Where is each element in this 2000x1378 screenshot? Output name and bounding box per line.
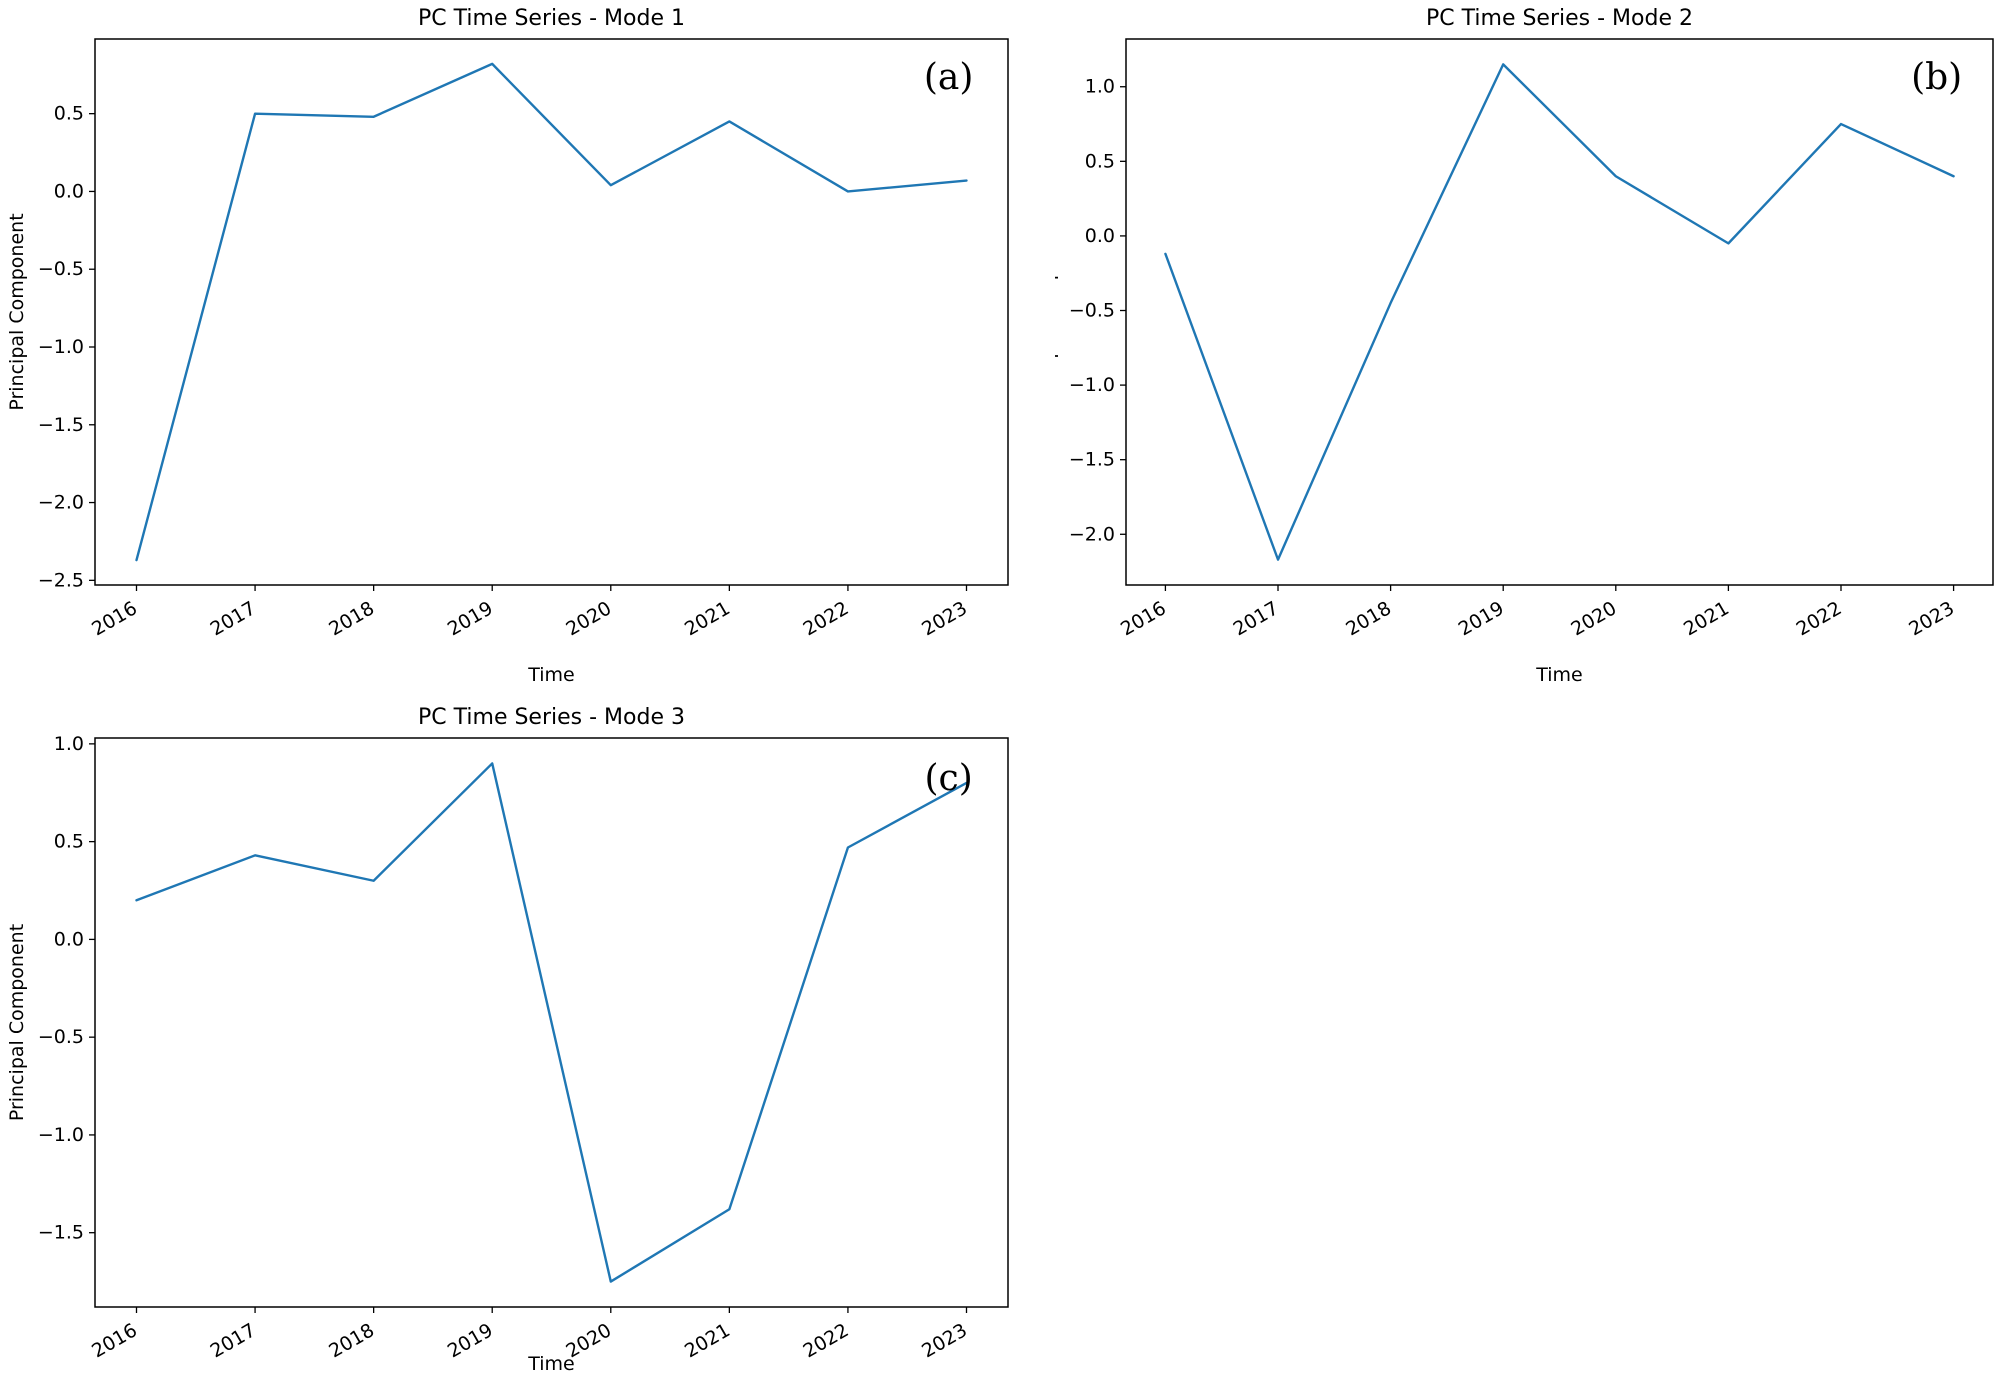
y-axis-label: Principal Component bbox=[1055, 213, 1059, 410]
subplot-mode-1: 0.5 0.0 −0.5 −1.0 −1.5 −2.0 −2.5 2016 2017 2018 20… bbox=[0, 0, 1012, 689]
x-tick-label: 2019 bbox=[1455, 597, 1508, 640]
x-tick-label: 2019 bbox=[444, 597, 497, 640]
x-tick-label: 2016 bbox=[88, 597, 141, 640]
x-axis-label: Time bbox=[527, 1353, 575, 1375]
y-axis-label: Principal Component bbox=[6, 213, 28, 410]
chart-title: PC Time Series - Mode 1 bbox=[418, 6, 685, 31]
x-tick-label: 2017 bbox=[207, 1319, 260, 1362]
y-tick-label: 0.5 bbox=[54, 831, 84, 853]
subplot-mode-2: 1.0 0.5 0.0 −0.5 −1.0 −1.5 −2.0 2016 2017 2018 201… bbox=[1055, 0, 2000, 689]
panel-annotation: (c) bbox=[925, 758, 973, 799]
y-tick-label: −2.5 bbox=[38, 569, 84, 591]
x-tick-label: 2018 bbox=[325, 1319, 378, 1362]
pc-line-series bbox=[135, 62, 968, 562]
y-tick-label: −2.0 bbox=[38, 492, 84, 514]
y-tick-label: −0.5 bbox=[38, 258, 84, 280]
y-tick-label: 0.0 bbox=[1085, 225, 1115, 247]
x-tick-label: 2023 bbox=[918, 597, 971, 640]
y-tick-label: −1.5 bbox=[38, 414, 84, 436]
axes-frame bbox=[1125, 38, 1994, 586]
y-tick-label: −0.5 bbox=[38, 1026, 84, 1048]
y-tick-label: −1.0 bbox=[38, 1124, 84, 1146]
y-tick-label: 0.5 bbox=[54, 103, 84, 125]
x-tick-label: 2020 bbox=[562, 597, 615, 640]
y-tick-label: −1.5 bbox=[38, 1222, 84, 1244]
chart-title: PC Time Series - Mode 2 bbox=[1426, 6, 1693, 31]
chart-mode-3: 1.0 0.5 0.0 −0.5 −1.0 −1.5 2016 2017 2018 2019 202… bbox=[6, 705, 1009, 1375]
x-tick-label: 2016 bbox=[88, 1319, 141, 1362]
x-axis-label: Time bbox=[1535, 664, 1583, 686]
x-tick-label: 2019 bbox=[444, 1319, 497, 1362]
x-tick-label: 2021 bbox=[681, 1319, 734, 1362]
y-tick-label: −0.5 bbox=[1069, 300, 1115, 322]
y-tick-label: −1.0 bbox=[38, 336, 84, 358]
chart-mode-2: 1.0 0.5 0.0 −0.5 −1.0 −1.5 −2.0 2016 2017 2018 201… bbox=[1055, 6, 1994, 686]
x-tick-label: 2022 bbox=[800, 1319, 853, 1362]
x-tick-label: 2021 bbox=[681, 597, 734, 640]
x-tick-label: 2016 bbox=[1117, 597, 1170, 640]
panel-annotation: (b) bbox=[1911, 57, 1962, 98]
axes-frame bbox=[94, 38, 1009, 586]
y-tick-label: 0.0 bbox=[54, 180, 84, 202]
y-tick-label: −1.0 bbox=[1069, 374, 1115, 396]
y-tick-label: −2.0 bbox=[1069, 523, 1115, 545]
subplot-mode-3: 1.0 0.5 0.0 −0.5 −1.0 −1.5 2016 2017 2018 2019 202… bbox=[0, 690, 1012, 1378]
panel-annotation: (a) bbox=[924, 57, 974, 98]
x-tick-label: 2017 bbox=[1230, 597, 1283, 640]
x-tick-label: 2020 bbox=[1567, 597, 1620, 640]
y-tick-label: 1.0 bbox=[54, 733, 84, 755]
x-tick-label: 2023 bbox=[1905, 597, 1958, 640]
x-tick-label: 2017 bbox=[207, 597, 260, 640]
x-tick-label: 2022 bbox=[800, 597, 853, 640]
y-axis-label: Principal Component bbox=[6, 924, 28, 1121]
x-tick-label: 2022 bbox=[1793, 597, 1846, 640]
y-tick-label: 0.5 bbox=[1085, 150, 1115, 172]
y-tick-label: −1.5 bbox=[1069, 449, 1115, 471]
chart-title: PC Time Series - Mode 3 bbox=[418, 705, 685, 730]
x-tick-label: 2021 bbox=[1680, 597, 1733, 640]
x-tick-label: 2018 bbox=[325, 597, 378, 640]
x-axis-label: Time bbox=[527, 664, 575, 686]
pc-line-series bbox=[1164, 63, 1955, 561]
y-tick-label: 0.0 bbox=[54, 928, 84, 950]
x-tick-label: 2023 bbox=[918, 1319, 971, 1362]
y-tick-label: 1.0 bbox=[1085, 76, 1115, 98]
pc-line-series bbox=[135, 762, 968, 1283]
x-tick-label: 2018 bbox=[1342, 597, 1395, 640]
